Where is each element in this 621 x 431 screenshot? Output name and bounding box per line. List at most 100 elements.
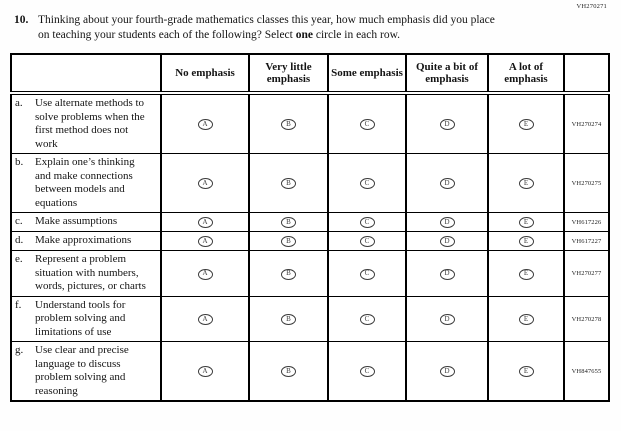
answer-oval-e[interactable]: E [518,314,534,326]
question-text: Thinking about your fourth-grade mathema… [38,13,500,42]
column-header-no-emphasis: No emphasis [160,54,250,96]
column-header-quite-a-bit-of-emphasis: Quite a bit of emphasis [405,54,489,96]
option-cell: B [248,341,329,402]
option-cell: D [405,212,489,233]
answer-oval-e[interactable]: E [518,236,534,248]
answer-oval-b[interactable]: B [281,217,296,229]
answer-oval-c[interactable]: C [359,268,375,280]
statement-column-header [10,54,162,96]
row-code: VH617226 [563,212,610,233]
row-letter: e. [15,253,23,266]
option-cell: B [248,153,329,214]
table-header-row: No emphasis Very little emphasis Some em… [10,54,610,96]
option-cell: B [248,250,329,297]
answer-oval-b[interactable]: B [281,119,296,131]
row-statement: Represent a problem situation with numbe… [35,253,146,293]
question-text-part1: Thinking about your fourth-grade mathema… [38,14,495,41]
row-code: VH270277 [563,250,610,297]
answer-oval-e[interactable]: E [518,268,534,280]
answer-oval-d[interactable]: D [439,236,455,248]
row-letter: g. [15,344,24,357]
row-code: VH270274 [563,92,610,155]
option-cell: B [248,92,329,155]
row-letter: a. [15,97,23,110]
answer-oval-b[interactable]: B [281,236,296,248]
option-cell: A [160,231,250,252]
table-row: e. Represent a problem situation with nu… [10,250,610,297]
answer-oval-c[interactable]: C [359,236,375,248]
answer-oval-e[interactable]: E [518,119,534,131]
option-cell: B [248,295,329,343]
answer-oval-b[interactable]: B [281,366,296,378]
option-cell: A [160,92,250,155]
answer-oval-c[interactable]: C [359,119,375,131]
answer-oval-a[interactable]: A [197,236,213,248]
answer-oval-d[interactable]: D [439,314,455,326]
row-statement: Use alternate methods to solve problems … [35,97,145,150]
answer-oval-d[interactable]: D [439,119,455,131]
answer-oval-b[interactable]: B [281,178,296,190]
question-number: 10. [14,14,29,26]
column-header-a-lot-of-emphasis: A lot of emphasis [487,54,565,96]
option-cell: A [160,341,250,402]
row-code: VH270278 [563,295,610,343]
option-cell: D [405,341,489,402]
answer-oval-a[interactable]: A [197,268,213,280]
option-cell: C [327,212,407,233]
answer-oval-e[interactable]: E [518,217,534,229]
option-cell: A [160,295,250,343]
row-letter: c. [15,215,23,228]
statement-cell: d. Make approximations [10,231,162,252]
row-statement: Make approximations [35,234,132,247]
answer-oval-d[interactable]: D [439,178,455,190]
answer-oval-e[interactable]: E [518,366,534,378]
answer-oval-a[interactable]: A [197,178,213,190]
code-column-header [563,54,610,96]
question-block: 10. Thinking about your fourth-grade mat… [14,13,591,42]
table-body: a. Use alternate methods to solve proble… [10,92,610,402]
option-cell: B [248,231,329,252]
option-cell: E [487,250,565,297]
question-text-part2: circle in each row. [312,28,401,41]
answer-oval-c[interactable]: C [359,178,375,190]
row-statement: Make assumptions [35,215,118,228]
answer-oval-d[interactable]: D [439,366,455,378]
row-letter: f. [15,298,22,311]
answer-oval-a[interactable]: A [197,217,213,229]
statement-cell: a. Use alternate methods to solve proble… [10,92,162,155]
answer-oval-c[interactable]: C [359,314,375,326]
answer-oval-a[interactable]: A [197,314,213,326]
option-cell: A [160,153,250,214]
table-row: c. Make assumptions A B C D E VH617226 [10,212,610,233]
option-cell: C [327,231,407,252]
page-form-code: VH270271 [576,3,607,10]
option-cell: E [487,92,565,155]
answer-oval-c[interactable]: C [359,217,375,229]
answer-oval-d[interactable]: D [439,217,455,229]
option-cell: A [160,212,250,233]
answer-oval-a[interactable]: A [197,366,213,378]
option-cell: D [405,92,489,155]
statement-cell: c. Make assumptions [10,212,162,233]
option-cell: D [405,250,489,297]
table-row: a. Use alternate methods to solve proble… [10,92,610,155]
answer-oval-a[interactable]: A [197,119,213,131]
answer-oval-e[interactable]: E [518,178,534,190]
statement-cell: b. Explain one’s thinking and make conne… [10,153,162,214]
row-code: VH617227 [563,231,610,252]
option-cell: D [405,153,489,214]
answer-oval-b[interactable]: B [281,268,296,280]
emphasis-table: No emphasis Very little emphasis Some em… [10,53,610,403]
row-letter: d. [15,234,24,247]
row-code: VH847655 [563,341,610,402]
answer-oval-c[interactable]: C [359,366,375,378]
column-header-very-little-emphasis: Very little emphasis [248,54,329,96]
option-cell: C [327,92,407,155]
option-cell: C [327,250,407,297]
answer-oval-b[interactable]: B [281,314,296,326]
answer-oval-d[interactable]: D [439,268,455,280]
option-cell: E [487,153,565,214]
row-statement: Use clear and precise language to discus… [35,344,129,397]
option-cell: C [327,295,407,343]
